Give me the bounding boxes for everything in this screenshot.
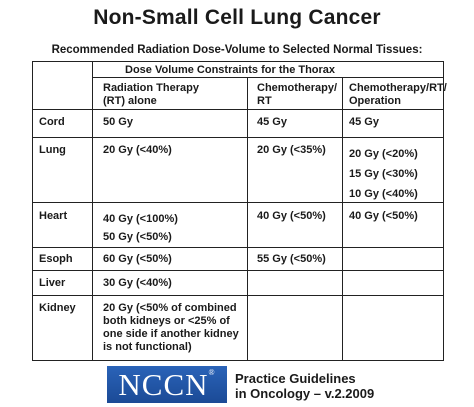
- cell-lung-chemo-rt: 20 Gy (<35%): [257, 144, 326, 156]
- row-label-kidney: Kidney: [39, 302, 76, 314]
- cell-cord-chemo-rt: 45 Gy: [257, 116, 287, 128]
- column-header-chemo-rt-op: Chemotherapy/RT/ Operation: [349, 82, 447, 107]
- dose-volume-table: Dose Volume Constraints for the Thorax R…: [32, 61, 447, 361]
- cell-esoph-chemo-rt: 55 Gy (<50%): [257, 253, 326, 265]
- row-divider: [33, 109, 443, 110]
- row-divider: [33, 247, 443, 248]
- col-divider: [342, 77, 343, 360]
- cell-cord-rt: 50 Gy: [103, 116, 133, 128]
- row-divider: [33, 137, 443, 138]
- guidelines-caption: Practice Guidelines in Oncology – v.2.20…: [235, 371, 375, 401]
- column-header-chemo-rt: Chemotherapy/ RT: [257, 82, 338, 107]
- cell-heart-rt: 40 Gy (<100%) 50 Gy (<50%): [103, 213, 178, 243]
- column-header-rt: Radiation Therapy (RT) alone: [103, 82, 199, 107]
- col-divider: [92, 62, 93, 360]
- row-divider: [33, 202, 443, 203]
- cell-kidney-rt: 20 Gy (<50% of combined both kidneys or …: [103, 302, 239, 353]
- row-divider: [33, 295, 443, 296]
- row-label-esoph: Esoph: [39, 253, 73, 265]
- cell-lung-chemo-rt-op: 20 Gy (<20%) 15 Gy (<30%) 10 Gy (<40%): [349, 148, 418, 200]
- row-label-heart: Heart: [39, 210, 68, 222]
- cell-heart-chemo-rt-op: 40 Gy (<50%): [349, 210, 418, 222]
- cell-cord-chemo-rt-op: 45 Gy: [349, 116, 379, 128]
- row-label-liver: Liver: [39, 277, 66, 289]
- page-subtitle: Recommended Radiation Dose-Volume to Sel…: [51, 44, 423, 56]
- page-title: Non-Small Cell Lung Cancer: [93, 6, 381, 29]
- nccn-logo: NCCN®: [107, 366, 227, 403]
- cell-heart-chemo-rt: 40 Gy (<50%): [257, 210, 326, 222]
- cell-esoph-rt: 60 Gy (<50%): [103, 253, 172, 265]
- row-divider: [92, 77, 443, 78]
- row-label-lung: Lung: [39, 144, 66, 156]
- row-divider: [33, 270, 443, 271]
- cell-liver-rt: 30 Gy (<40%): [103, 277, 172, 289]
- row-label-cord: Cord: [39, 116, 65, 128]
- group-header: Dose Volume Constraints for the Thorax: [125, 64, 336, 76]
- col-divider: [247, 77, 248, 360]
- cell-lung-rt: 20 Gy (<40%): [103, 144, 172, 156]
